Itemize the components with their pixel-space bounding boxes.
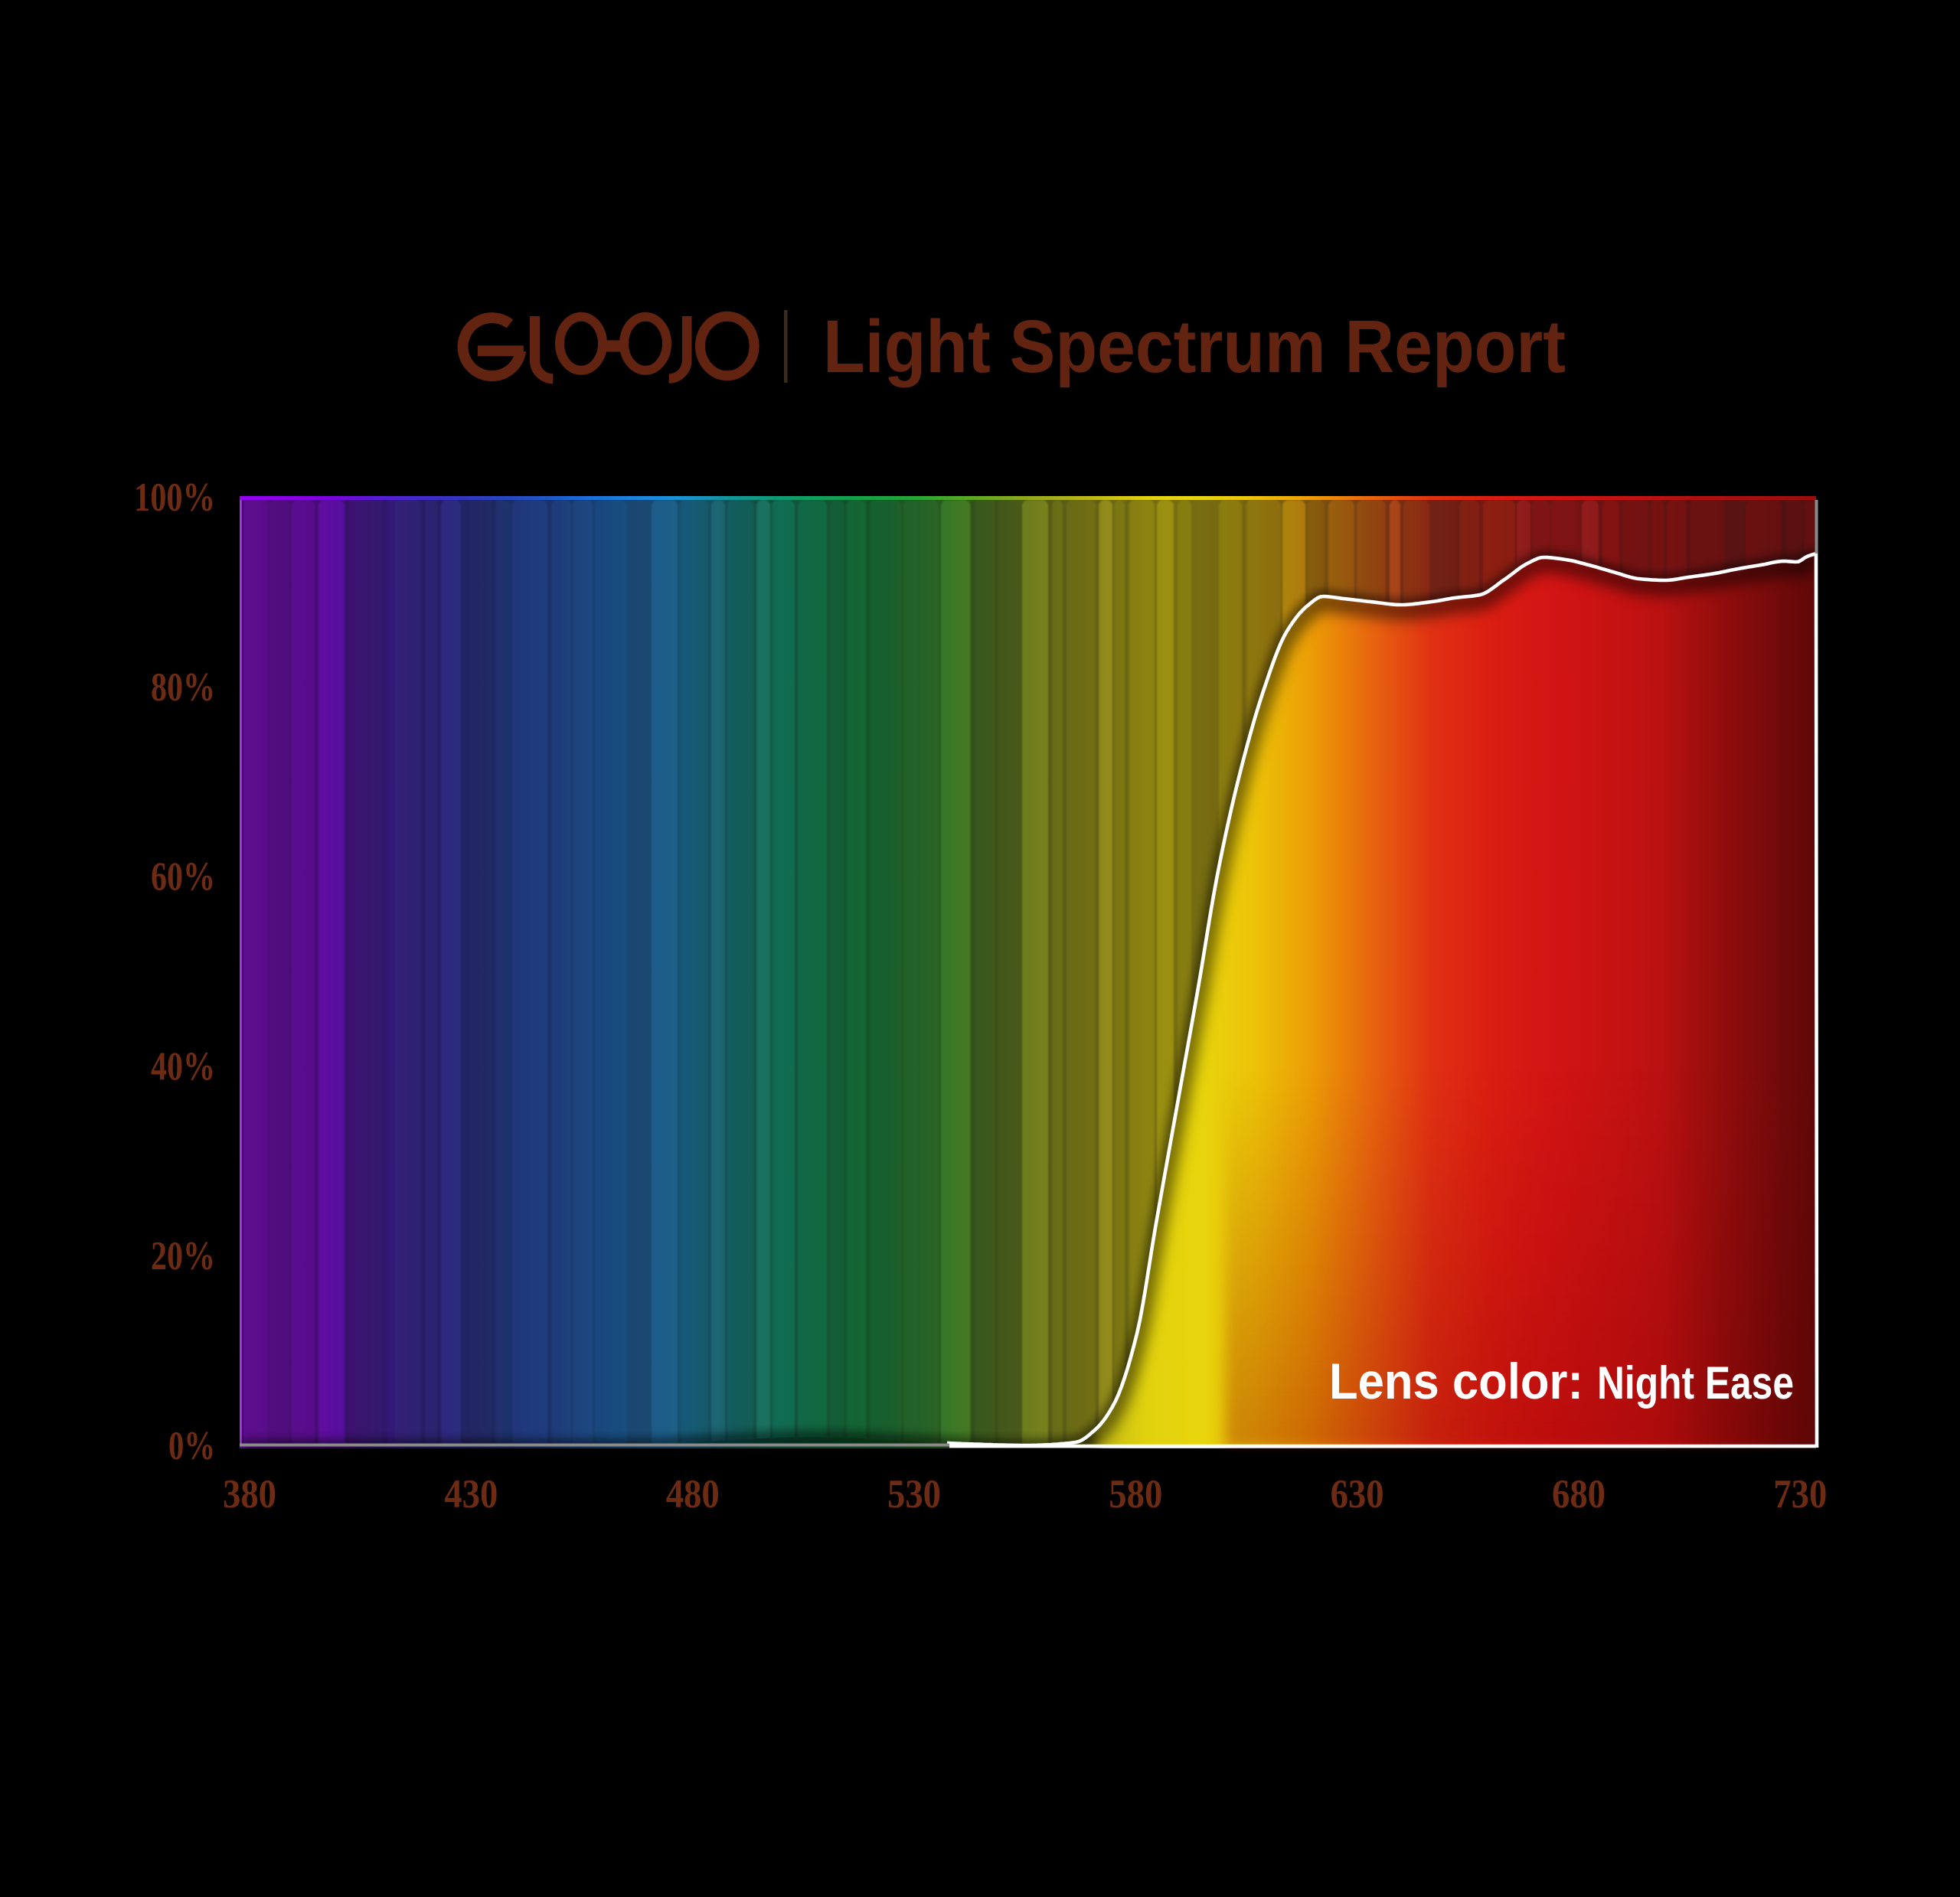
svg-text:80%: 80% [151,665,215,710]
svg-text:380: 380 [223,1472,276,1517]
svg-text:530: 530 [887,1472,941,1517]
svg-text:480: 480 [666,1472,720,1517]
svg-text:100%: 100% [134,475,215,520]
svg-text:0%: 0% [168,1424,215,1468]
svg-text:40%: 40% [151,1044,215,1089]
svg-text:Night Ease: Night Ease [1597,1357,1794,1409]
svg-text:630: 630 [1331,1472,1384,1517]
svg-text:60%: 60% [151,855,215,900]
svg-text:580: 580 [1109,1472,1162,1517]
svg-text:Lens color:: Lens color: [1329,1353,1583,1409]
svg-text:430: 430 [444,1472,498,1517]
svg-text:680: 680 [1552,1472,1606,1517]
svg-text:730: 730 [1773,1472,1827,1517]
svg-text:Light Spectrum Report: Light Spectrum Report [823,305,1566,388]
svg-text:20%: 20% [151,1234,215,1278]
